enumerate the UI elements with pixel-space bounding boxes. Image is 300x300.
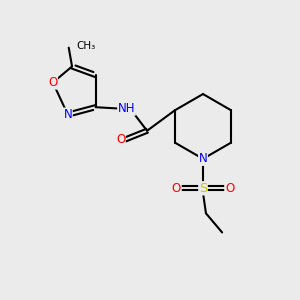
Text: O: O: [116, 133, 125, 146]
Text: O: O: [225, 182, 234, 195]
Text: N: N: [199, 152, 207, 165]
Text: S: S: [199, 182, 207, 195]
Text: N: N: [64, 108, 72, 121]
Text: CH₃: CH₃: [76, 41, 95, 51]
Text: O: O: [48, 76, 58, 89]
Text: O: O: [172, 182, 181, 195]
Text: NH: NH: [118, 102, 135, 115]
